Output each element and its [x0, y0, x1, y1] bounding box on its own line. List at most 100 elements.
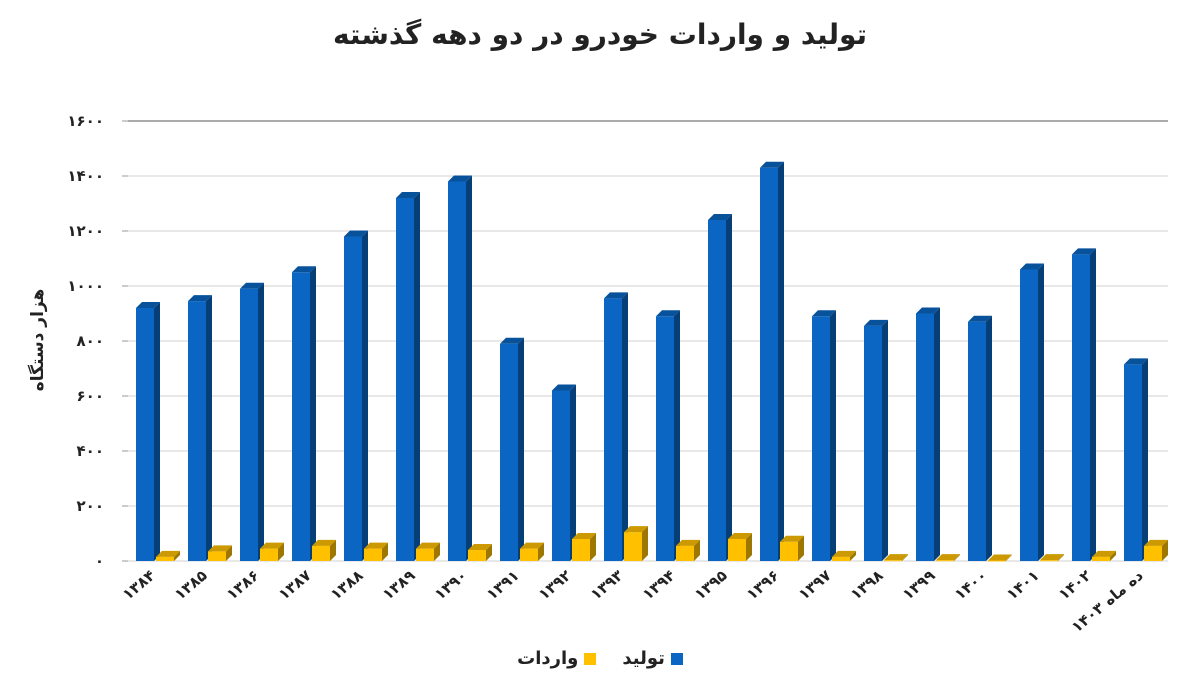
ytick-label: ۱۶۰۰	[67, 112, 104, 130]
bar-imports-top	[208, 545, 232, 552]
bar-production-side	[726, 214, 732, 561]
bar-production-front	[448, 181, 466, 561]
bar-imports-front	[468, 550, 486, 561]
xtick-label: ۱۴۰۲	[1055, 566, 1095, 603]
bar-production-front	[968, 321, 986, 561]
bar-production	[188, 295, 212, 561]
bar-imports	[1144, 539, 1168, 561]
bar-imports-side	[278, 542, 284, 561]
bar-production	[448, 175, 472, 561]
ytick-label: ۲۰۰	[77, 497, 104, 515]
bar-production	[1072, 248, 1096, 561]
bar-imports-top	[1144, 539, 1168, 546]
bar-imports-side	[1058, 554, 1064, 561]
bar-imports	[208, 545, 232, 561]
bar-imports-top	[312, 539, 336, 546]
bar-imports-top	[260, 542, 284, 549]
bar-imports-top	[884, 554, 908, 561]
bar-production-front	[812, 316, 830, 561]
bar-production-side	[518, 337, 524, 561]
bar-imports	[416, 542, 440, 561]
bar-production	[240, 282, 264, 561]
bar-production-top	[1072, 248, 1096, 255]
bar-production-top	[656, 310, 680, 317]
bar-production-front	[500, 343, 518, 561]
bar-production	[1020, 263, 1044, 561]
xtick-label: ۱۳۸۶	[223, 566, 263, 603]
bar-production-front	[344, 236, 362, 561]
bar-production	[500, 337, 524, 561]
bar-production-side	[1038, 263, 1044, 561]
x-tick-labels: ۱۳۸۴ ۱۳۸۵ ۱۳۸۶ ۱۳۸۷ ۱۳۸۸ ۱۳۸۹ ۱۳۹۰ ۱۳۹۱ ۱۳۹۲ ۱۳۹۳…	[119, 566, 1147, 636]
bar-imports-side	[486, 544, 492, 561]
bar-production-side	[258, 282, 264, 561]
bar-production-top	[136, 302, 160, 308]
ytick-label: ۴۰۰	[77, 442, 104, 460]
bar-imports-top	[364, 542, 388, 549]
bar-imports	[624, 526, 648, 561]
bar-production-front	[1124, 364, 1142, 561]
bar-production-side	[414, 192, 420, 561]
bar-imports-side	[798, 535, 804, 561]
xtick-label: ۱۳۸۴	[119, 566, 159, 603]
bar-imports-front	[988, 560, 1006, 562]
bar-production-side	[778, 161, 784, 561]
bar-imports	[260, 542, 284, 561]
bar-production-side	[882, 319, 888, 561]
legend: تولید واردات	[0, 648, 1200, 669]
bar-imports	[832, 550, 856, 561]
bar-production-top	[760, 161, 784, 168]
bar-production-side	[362, 230, 368, 561]
xtick-label: ۱۳۹۴	[639, 566, 679, 603]
bar-production-side	[830, 310, 836, 561]
bar-imports-side	[746, 533, 752, 561]
bar-production-top	[916, 307, 940, 314]
bar-production	[760, 161, 784, 561]
chart-title: تولید و واردات خودرو در دو دهه گذشته	[332, 18, 868, 51]
bar-imports-top	[572, 533, 596, 539]
legend-item-imports: واردات	[517, 648, 597, 669]
bar-imports	[1040, 554, 1064, 562]
bar-production-front	[604, 298, 622, 561]
bar-imports-top	[156, 550, 180, 557]
bar-production	[864, 319, 888, 561]
bar-production-side	[986, 315, 992, 561]
bar-production-front	[188, 301, 206, 561]
xtick-label: ۱۳۸۵	[171, 566, 211, 603]
xtick-label: ۱۳۸۷	[275, 566, 315, 603]
xtick-label: ۱۳۸۹	[379, 566, 419, 603]
bar-production-front	[656, 316, 674, 561]
bar-imports	[936, 554, 960, 562]
ytick-label: ۱۲۰۰	[67, 222, 104, 240]
bar-imports-top	[416, 542, 440, 549]
bar-production-front	[240, 288, 258, 561]
bar-imports-side	[694, 539, 700, 561]
xtick-label: ۱۳۹۳	[587, 566, 627, 603]
grid-lines	[122, 120, 1168, 562]
xtick-label: ۱۳۹۷	[795, 566, 835, 603]
bar-production	[344, 230, 368, 561]
bar-imports-side	[382, 542, 388, 561]
bar-imports-side	[226, 545, 232, 561]
bar-production-side	[570, 384, 576, 561]
bar-production	[552, 384, 576, 561]
bar-production-top	[604, 292, 628, 299]
bar-imports-top	[936, 554, 960, 561]
bar-imports-top	[468, 544, 492, 550]
bar-production	[916, 307, 940, 561]
bar-production-top	[240, 282, 264, 289]
bar-imports-front	[312, 545, 330, 561]
bar-imports-side	[954, 554, 960, 561]
bar-imports-top	[624, 526, 648, 533]
bar-imports	[364, 542, 388, 561]
bar-production-top	[1020, 263, 1044, 270]
bar-production-front	[1020, 269, 1038, 561]
bar-imports-side	[1006, 554, 1012, 561]
bar-production-top	[864, 319, 888, 326]
xtick-label: ۱۳۹۱	[483, 566, 523, 603]
bar-imports-front	[572, 539, 590, 561]
bar-imports-top	[832, 550, 856, 557]
bar-imports-front	[260, 548, 278, 561]
xtick-label: ۱۳۹۰	[431, 566, 471, 603]
bar-imports-top	[520, 542, 544, 549]
